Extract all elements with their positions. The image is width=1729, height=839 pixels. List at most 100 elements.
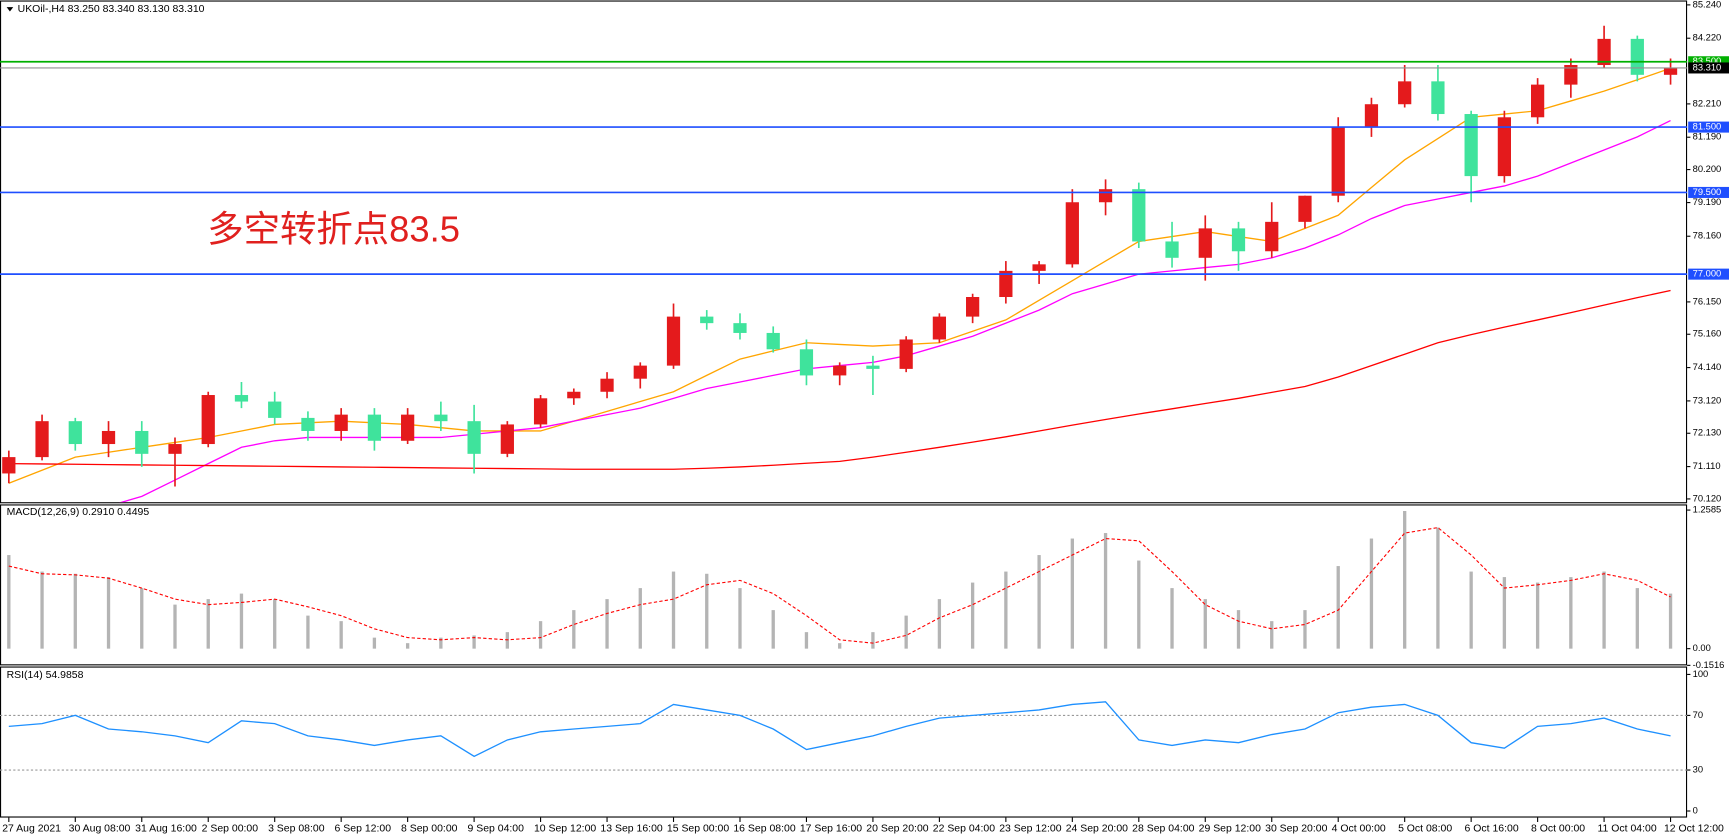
y-tick-label: 76.150 [1693,296,1722,306]
macd-bar [7,555,11,649]
level-tag [1688,186,1729,198]
rsi-label: RSI(14) 54.9858 [7,670,84,681]
candle-body [766,332,780,350]
macd-bar [206,599,210,649]
y-tick-label: 81.190 [1693,132,1722,142]
candle-body [1065,202,1079,265]
candle-body [35,421,49,458]
candle-body [1231,228,1246,252]
x-tick-label: 12 Oct 12:00 [1664,823,1724,834]
macd-bar [140,588,144,649]
x-tick-label: 5 Oct 08:00 [1398,823,1452,834]
candle-body [434,414,448,422]
candle-body [1464,114,1478,177]
y-tick-label: 30 [1693,764,1703,774]
level-tag [1688,56,1729,68]
candle-body [1564,65,1578,85]
macd-panel [0,504,1688,666]
level-tag [1688,121,1729,133]
y-tick-label: 70 [1693,710,1703,720]
candle-body [799,349,814,376]
x-tick-label: 24 Sep 20:00 [1066,823,1128,834]
x-tick-label: 10 Sep 12:00 [534,823,596,834]
macd-bar [1502,577,1507,649]
macd-bar [1635,588,1639,649]
macd-bar [1004,571,1008,649]
x-tick-label: 13 Sep 16:00 [600,823,662,834]
x-tick-label: 17 Sep 16:00 [800,823,862,834]
candle-body [268,401,282,418]
macd-bar [738,588,742,649]
candle-body [467,421,481,454]
y-tick-label: 100 [1693,669,1709,679]
moving-average [119,119,1671,503]
macd-signal [8,526,1671,644]
candle-body [567,391,581,399]
x-tick-label: 15 Sep 00:00 [667,823,729,834]
candle-body [1531,84,1545,118]
candle-body [966,297,980,317]
candle-body [2,457,16,474]
price-panel [0,0,1688,504]
candle-body [1032,264,1046,271]
candle-body [932,316,947,340]
candle-body [700,316,714,324]
macd-bar [372,637,377,649]
candle-body [1132,189,1146,242]
candle-body [168,444,182,454]
macd-bar [804,632,809,649]
x-tick-label: 2 Sep 00:00 [202,823,259,834]
x-tick-label: 6 Oct 16:00 [1465,823,1519,834]
candle-body [600,378,614,392]
price-plot [2,25,1678,503]
y-tick-label: 79.190 [1693,197,1722,207]
y-tick-label: 0.00 [1693,643,1711,653]
macd-bar [505,632,509,649]
x-tick-label: 8 Sep 00:00 [401,823,458,834]
chart-header: UKOil-,H4 83.250 83.340 83.130 83.310 [18,4,205,15]
level-label: 81.500 [1693,122,1722,132]
menu-arrow [6,7,14,12]
macd-bar [970,582,975,649]
macd-bar [1469,571,1473,649]
candle-body [1630,38,1644,75]
candle-body [1497,117,1512,177]
macd-bar [538,621,543,649]
macd-bar [106,577,111,649]
y-tick-label: 73.120 [1693,395,1722,405]
macd-bar [1668,593,1673,649]
rsi-plot [0,701,1688,771]
x-tick-label: 29 Sep 12:00 [1199,823,1261,834]
y-tick-label: 82.210 [1693,98,1722,108]
level-label: 79.500 [1693,187,1722,197]
candle-body [1098,189,1113,203]
macd-bar [1535,582,1540,649]
candle-body [1663,67,1678,75]
x-tick-label: 30 Sep 20:00 [1265,823,1327,834]
y-tick-label: 72.130 [1693,428,1722,438]
macd-bar [1170,588,1174,649]
macd-bar [1403,511,1407,649]
candle-body [633,365,647,379]
candle-body [533,398,548,425]
candle-body [1165,241,1179,258]
x-tick-label: 3 Sep 08:00 [268,823,325,834]
x-tick-label: 23 Sep 12:00 [999,823,1061,834]
macd-bar [1569,577,1573,649]
macd-bar [904,615,908,649]
macd-bar [405,643,410,649]
y-tick-label: 71.110 [1693,461,1721,471]
x-tick-label: 30 Aug 08:00 [69,823,131,834]
macd-bar [1137,560,1141,649]
macd-bar [73,573,77,649]
candle-body [833,365,847,376]
candle-body [135,430,149,454]
macd-bar [1037,555,1041,649]
candle-body [1265,221,1279,252]
macd-bar [1303,610,1307,649]
candle-body [1331,127,1345,196]
macd-bar [937,599,942,649]
macd-bar [239,593,244,649]
